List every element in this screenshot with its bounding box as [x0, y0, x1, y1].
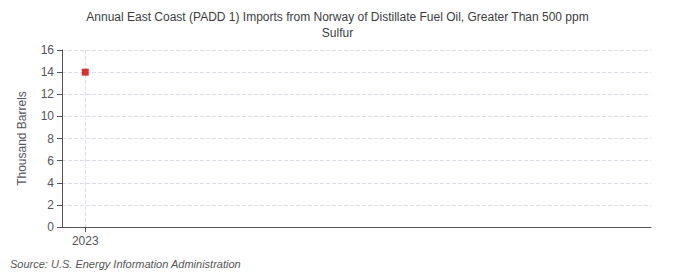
svg-text:0: 0 — [47, 220, 54, 234]
svg-text:2: 2 — [47, 198, 54, 212]
svg-text:6: 6 — [47, 154, 54, 168]
svg-text:Source: U.S. Energy Informatio: Source: U.S. Energy Information Administ… — [10, 258, 241, 270]
svg-text:Annual East Coast (PADD 1) Imp: Annual East Coast (PADD 1) Imports from … — [86, 10, 588, 24]
svg-text:14: 14 — [41, 65, 55, 79]
svg-text:12: 12 — [41, 87, 55, 101]
svg-text:4: 4 — [47, 176, 54, 190]
svg-text:16: 16 — [41, 43, 55, 57]
svg-text:2023: 2023 — [72, 234, 99, 248]
svg-text:Sulfur: Sulfur — [322, 26, 353, 40]
svg-text:10: 10 — [41, 109, 55, 123]
svg-text:Thousand Barrels: Thousand Barrels — [15, 91, 29, 186]
svg-text:8: 8 — [47, 132, 54, 146]
